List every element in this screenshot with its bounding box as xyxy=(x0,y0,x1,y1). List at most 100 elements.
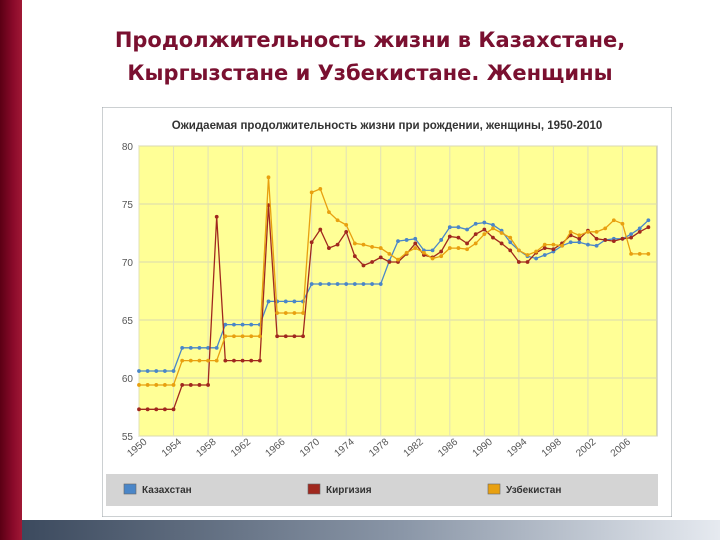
data-point-kyrgyzstan xyxy=(257,358,262,363)
data-point-uzbekistan xyxy=(456,246,461,250)
data-point-uzbekistan xyxy=(309,190,314,195)
data-point-uzbekistan xyxy=(620,221,625,226)
data-point-uzbekistan xyxy=(266,175,271,180)
data-point-kazakhstan xyxy=(309,282,314,286)
data-point-kyrgyzstan xyxy=(387,260,392,264)
data-point-uzbekistan xyxy=(637,251,642,256)
data-point-uzbekistan xyxy=(413,246,418,250)
data-point-kyrgyzstan xyxy=(214,214,219,219)
data-point-kyrgyzstan xyxy=(361,263,366,268)
data-point-kyrgyzstan xyxy=(318,227,323,232)
data-point-kyrgyzstan xyxy=(223,358,228,363)
data-point-kazakhstan xyxy=(586,242,590,247)
data-point-kyrgyzstan xyxy=(352,254,357,259)
data-point-uzbekistan xyxy=(473,241,478,246)
data-point-kazakhstan xyxy=(430,248,435,253)
data-point-kyrgyzstan xyxy=(620,236,625,241)
data-point-kazakhstan xyxy=(378,282,383,286)
data-point-kyrgyzstan xyxy=(594,236,599,241)
data-point-uzbekistan xyxy=(439,254,444,259)
legend-label-kyrgyzstan: Киргизия xyxy=(326,485,372,496)
data-point-kazakhstan xyxy=(283,299,288,304)
data-point-uzbekistan xyxy=(206,358,210,363)
data-point-kazakhstan xyxy=(335,282,340,286)
legend-label-kazakhstan: Казахстан xyxy=(142,485,192,496)
y-tick-label: 75 xyxy=(122,200,134,211)
data-point-kazakhstan xyxy=(370,282,374,286)
data-point-uzbekistan xyxy=(257,334,262,339)
data-point-uzbekistan xyxy=(197,358,202,363)
data-point-uzbekistan xyxy=(163,383,167,387)
data-point-kazakhstan xyxy=(439,238,444,242)
data-point-kazakhstan xyxy=(456,225,461,230)
data-point-kazakhstan xyxy=(145,369,150,373)
data-point-kyrgyzstan xyxy=(447,234,452,239)
data-point-uzbekistan xyxy=(586,229,590,234)
data-point-kyrgyzstan xyxy=(378,255,383,260)
data-point-kyrgyzstan xyxy=(206,383,210,387)
data-point-kyrgyzstan xyxy=(637,229,642,234)
data-point-kyrgyzstan xyxy=(577,236,582,241)
data-point-uzbekistan xyxy=(214,358,219,363)
data-point-kyrgyzstan xyxy=(508,248,513,253)
data-point-uzbekistan xyxy=(249,334,254,339)
bottom-gradient-bar xyxy=(22,520,720,540)
data-point-uzbekistan xyxy=(283,311,288,315)
data-point-kazakhstan xyxy=(197,345,202,350)
data-point-kazakhstan xyxy=(206,345,210,350)
data-point-uzbekistan xyxy=(154,383,159,387)
data-point-kyrgyzstan xyxy=(309,240,314,245)
data-point-kyrgyzstan xyxy=(240,358,245,363)
data-point-uzbekistan xyxy=(223,334,228,339)
data-point-kyrgyzstan xyxy=(551,247,556,252)
data-point-uzbekistan xyxy=(646,251,651,256)
data-point-kazakhstan xyxy=(482,220,487,225)
data-point-uzbekistan xyxy=(396,257,400,262)
data-point-kazakhstan xyxy=(491,222,495,227)
data-point-uzbekistan xyxy=(370,245,374,249)
data-point-kazakhstan xyxy=(534,256,539,261)
data-point-kazakhstan xyxy=(542,253,547,257)
data-point-uzbekistan xyxy=(137,383,141,387)
data-point-uzbekistan xyxy=(422,250,426,255)
data-point-kazakhstan xyxy=(404,238,409,242)
slide-title: Продолжительность жизни в Казахстане, Кы… xyxy=(40,24,700,90)
data-point-uzbekistan xyxy=(577,233,582,238)
data-point-kazakhstan xyxy=(266,299,271,304)
data-point-kyrgyzstan xyxy=(283,334,288,339)
data-point-kazakhstan xyxy=(171,369,176,373)
data-point-kyrgyzstan xyxy=(482,227,487,232)
legend-label-uzbekistan: Узбекистан xyxy=(506,484,561,496)
data-point-kyrgyzstan xyxy=(154,407,159,412)
data-point-kazakhstan xyxy=(361,282,366,286)
data-point-kazakhstan xyxy=(568,240,573,245)
data-point-kyrgyzstan xyxy=(465,241,469,246)
data-point-uzbekistan xyxy=(327,210,331,215)
data-point-kazakhstan xyxy=(508,240,513,245)
data-point-uzbekistan xyxy=(542,242,547,247)
data-point-uzbekistan xyxy=(335,218,340,223)
data-point-kazakhstan xyxy=(352,282,357,286)
series-line-uzbekistan xyxy=(139,177,649,386)
data-point-uzbekistan xyxy=(378,246,383,250)
legend-swatch-kyrgyzstan xyxy=(307,483,321,495)
data-point-uzbekistan xyxy=(171,383,176,387)
data-point-uzbekistan xyxy=(180,358,185,363)
data-point-uzbekistan xyxy=(534,249,539,254)
data-point-kazakhstan xyxy=(594,243,599,248)
data-point-kyrgyzstan xyxy=(197,383,202,387)
data-point-uzbekistan xyxy=(292,311,297,315)
data-point-kyrgyzstan xyxy=(473,232,478,237)
data-point-kyrgyzstan xyxy=(327,246,331,250)
data-point-uzbekistan xyxy=(629,251,633,256)
data-point-uzbekistan xyxy=(499,231,504,235)
data-point-kazakhstan xyxy=(447,225,452,230)
data-point-kyrgyzstan xyxy=(137,407,141,412)
data-point-uzbekistan xyxy=(525,253,530,257)
data-point-kyrgyzstan xyxy=(491,235,495,240)
data-point-kyrgyzstan xyxy=(335,242,340,247)
data-point-uzbekistan xyxy=(387,251,392,256)
data-point-kazakhstan xyxy=(214,345,219,350)
data-point-kazakhstan xyxy=(292,299,297,304)
data-point-kazakhstan xyxy=(396,239,400,244)
